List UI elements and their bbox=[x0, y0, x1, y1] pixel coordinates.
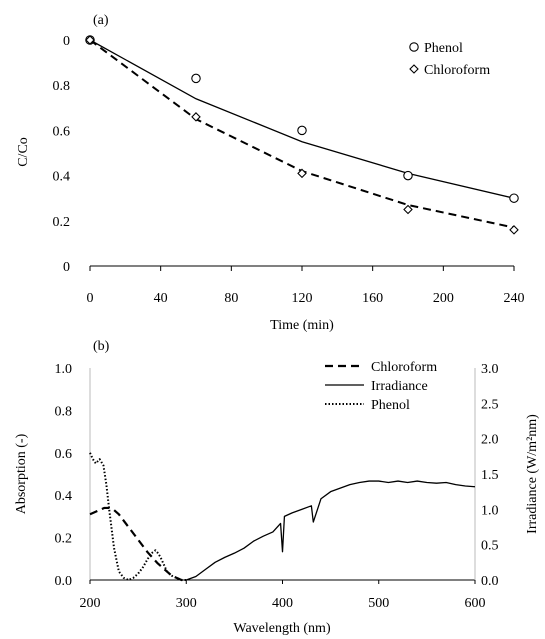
panel-b-label: (b) bbox=[93, 339, 110, 354]
panel-b-right-tick-label: 1.5 bbox=[481, 468, 499, 483]
chloroform-line bbox=[89, 506, 187, 582]
panel-b-x-tick-label: 400 bbox=[272, 596, 293, 611]
panel-b-x-tick-label: 500 bbox=[368, 596, 389, 611]
panel-a-label: (a) bbox=[93, 13, 109, 28]
panel-a-x-tick-label: 240 bbox=[504, 291, 525, 306]
panel-b-y-tick-label: 0.4 bbox=[55, 489, 73, 504]
phenol-line bbox=[89, 452, 187, 581]
phenol-point bbox=[509, 193, 519, 203]
chloroform-point bbox=[297, 168, 307, 179]
panel-a-x-tick-label: 160 bbox=[362, 291, 383, 306]
panel-b-x-tick-label: 600 bbox=[465, 596, 486, 611]
panel-a-y-tick-label: 0.4 bbox=[53, 170, 71, 185]
panel-a-x-tick-label: 80 bbox=[224, 291, 238, 306]
phenol-point bbox=[191, 73, 201, 84]
legend-a-marker bbox=[409, 42, 419, 52]
panel-a-y-tick-label: 0.8 bbox=[53, 79, 71, 94]
legend-b-label: Irradiance bbox=[371, 379, 428, 394]
legend-b-label: Chloroform bbox=[371, 360, 437, 375]
panel-b-right-tick-label: 1.0 bbox=[481, 503, 499, 518]
panel-b-right-tick-label: 0.0 bbox=[481, 574, 499, 589]
panel-b-y-axis-title: Absorption (-) bbox=[14, 433, 29, 514]
panel-a-x-tick-label: 120 bbox=[292, 291, 313, 306]
legend-a-label: Phenol bbox=[424, 41, 463, 56]
panel-a-y-tick-label: 0 bbox=[63, 34, 70, 49]
chloroform-point bbox=[85, 35, 95, 45]
legend-b-label: Phenol bbox=[371, 398, 410, 413]
panel-b-y-tick-label: 1.0 bbox=[55, 362, 73, 377]
panel-b-right-axis-title: Irradiance (W/m²nm) bbox=[525, 414, 540, 534]
panel-a-y-tick-label: 0.2 bbox=[53, 215, 71, 230]
panel-b-x-tick-label: 300 bbox=[176, 596, 197, 611]
panel-a-y-tick-label: 0.6 bbox=[53, 124, 71, 139]
phenol-point bbox=[297, 125, 307, 136]
panel-a-x-axis-title: Time (min) bbox=[270, 318, 334, 333]
panel-a-y-axis-title: C/Co bbox=[16, 137, 31, 167]
irradiance-line bbox=[186, 480, 476, 581]
panel-a-x-tick-label: 200 bbox=[433, 291, 454, 306]
panel-a: (a) 0 40 80 120 160 200 240 0 0.2 0.4 0.6 0.8 0 Time (… bbox=[16, 13, 525, 333]
phenol-point bbox=[403, 170, 413, 181]
panel-b-right-tick-label: 2.5 bbox=[481, 397, 499, 412]
panel-b-y-tick-label: 0.6 bbox=[55, 447, 73, 462]
panel-b-right-tick-label: 0.5 bbox=[481, 539, 499, 554]
panel-a-x-tick-label: 0 bbox=[87, 291, 94, 306]
panel-b-x-tick-label: 200 bbox=[80, 596, 101, 611]
panel-b-right-tick-label: 2.0 bbox=[481, 433, 499, 448]
panel-b-y-tick-label: 0.0 bbox=[55, 574, 73, 589]
phenol-fit-line bbox=[89, 39, 515, 199]
legend-a-marker bbox=[409, 64, 419, 74]
panel-b-y-tick-label: 0.8 bbox=[55, 404, 73, 419]
panel-b-y-tick-label: 0.2 bbox=[55, 532, 73, 547]
chloroform-point bbox=[191, 112, 201, 122]
panel-b: (b) 200 300 400 500 600 0.0 0.2 0.4 0.6 0.8 1.0 0.0 0… bbox=[14, 339, 540, 636]
panel-b-x-axis-title: Wavelength (nm) bbox=[233, 621, 331, 636]
panel-a-y-tick-label: 0 bbox=[63, 260, 70, 275]
chloroform-point bbox=[509, 225, 519, 235]
panel-b-right-tick-label: 3.0 bbox=[481, 362, 499, 377]
panel-a-x-tick-label: 40 bbox=[154, 291, 168, 306]
legend-a-label: Chloroform bbox=[424, 63, 490, 78]
chloroform-point bbox=[403, 204, 413, 215]
